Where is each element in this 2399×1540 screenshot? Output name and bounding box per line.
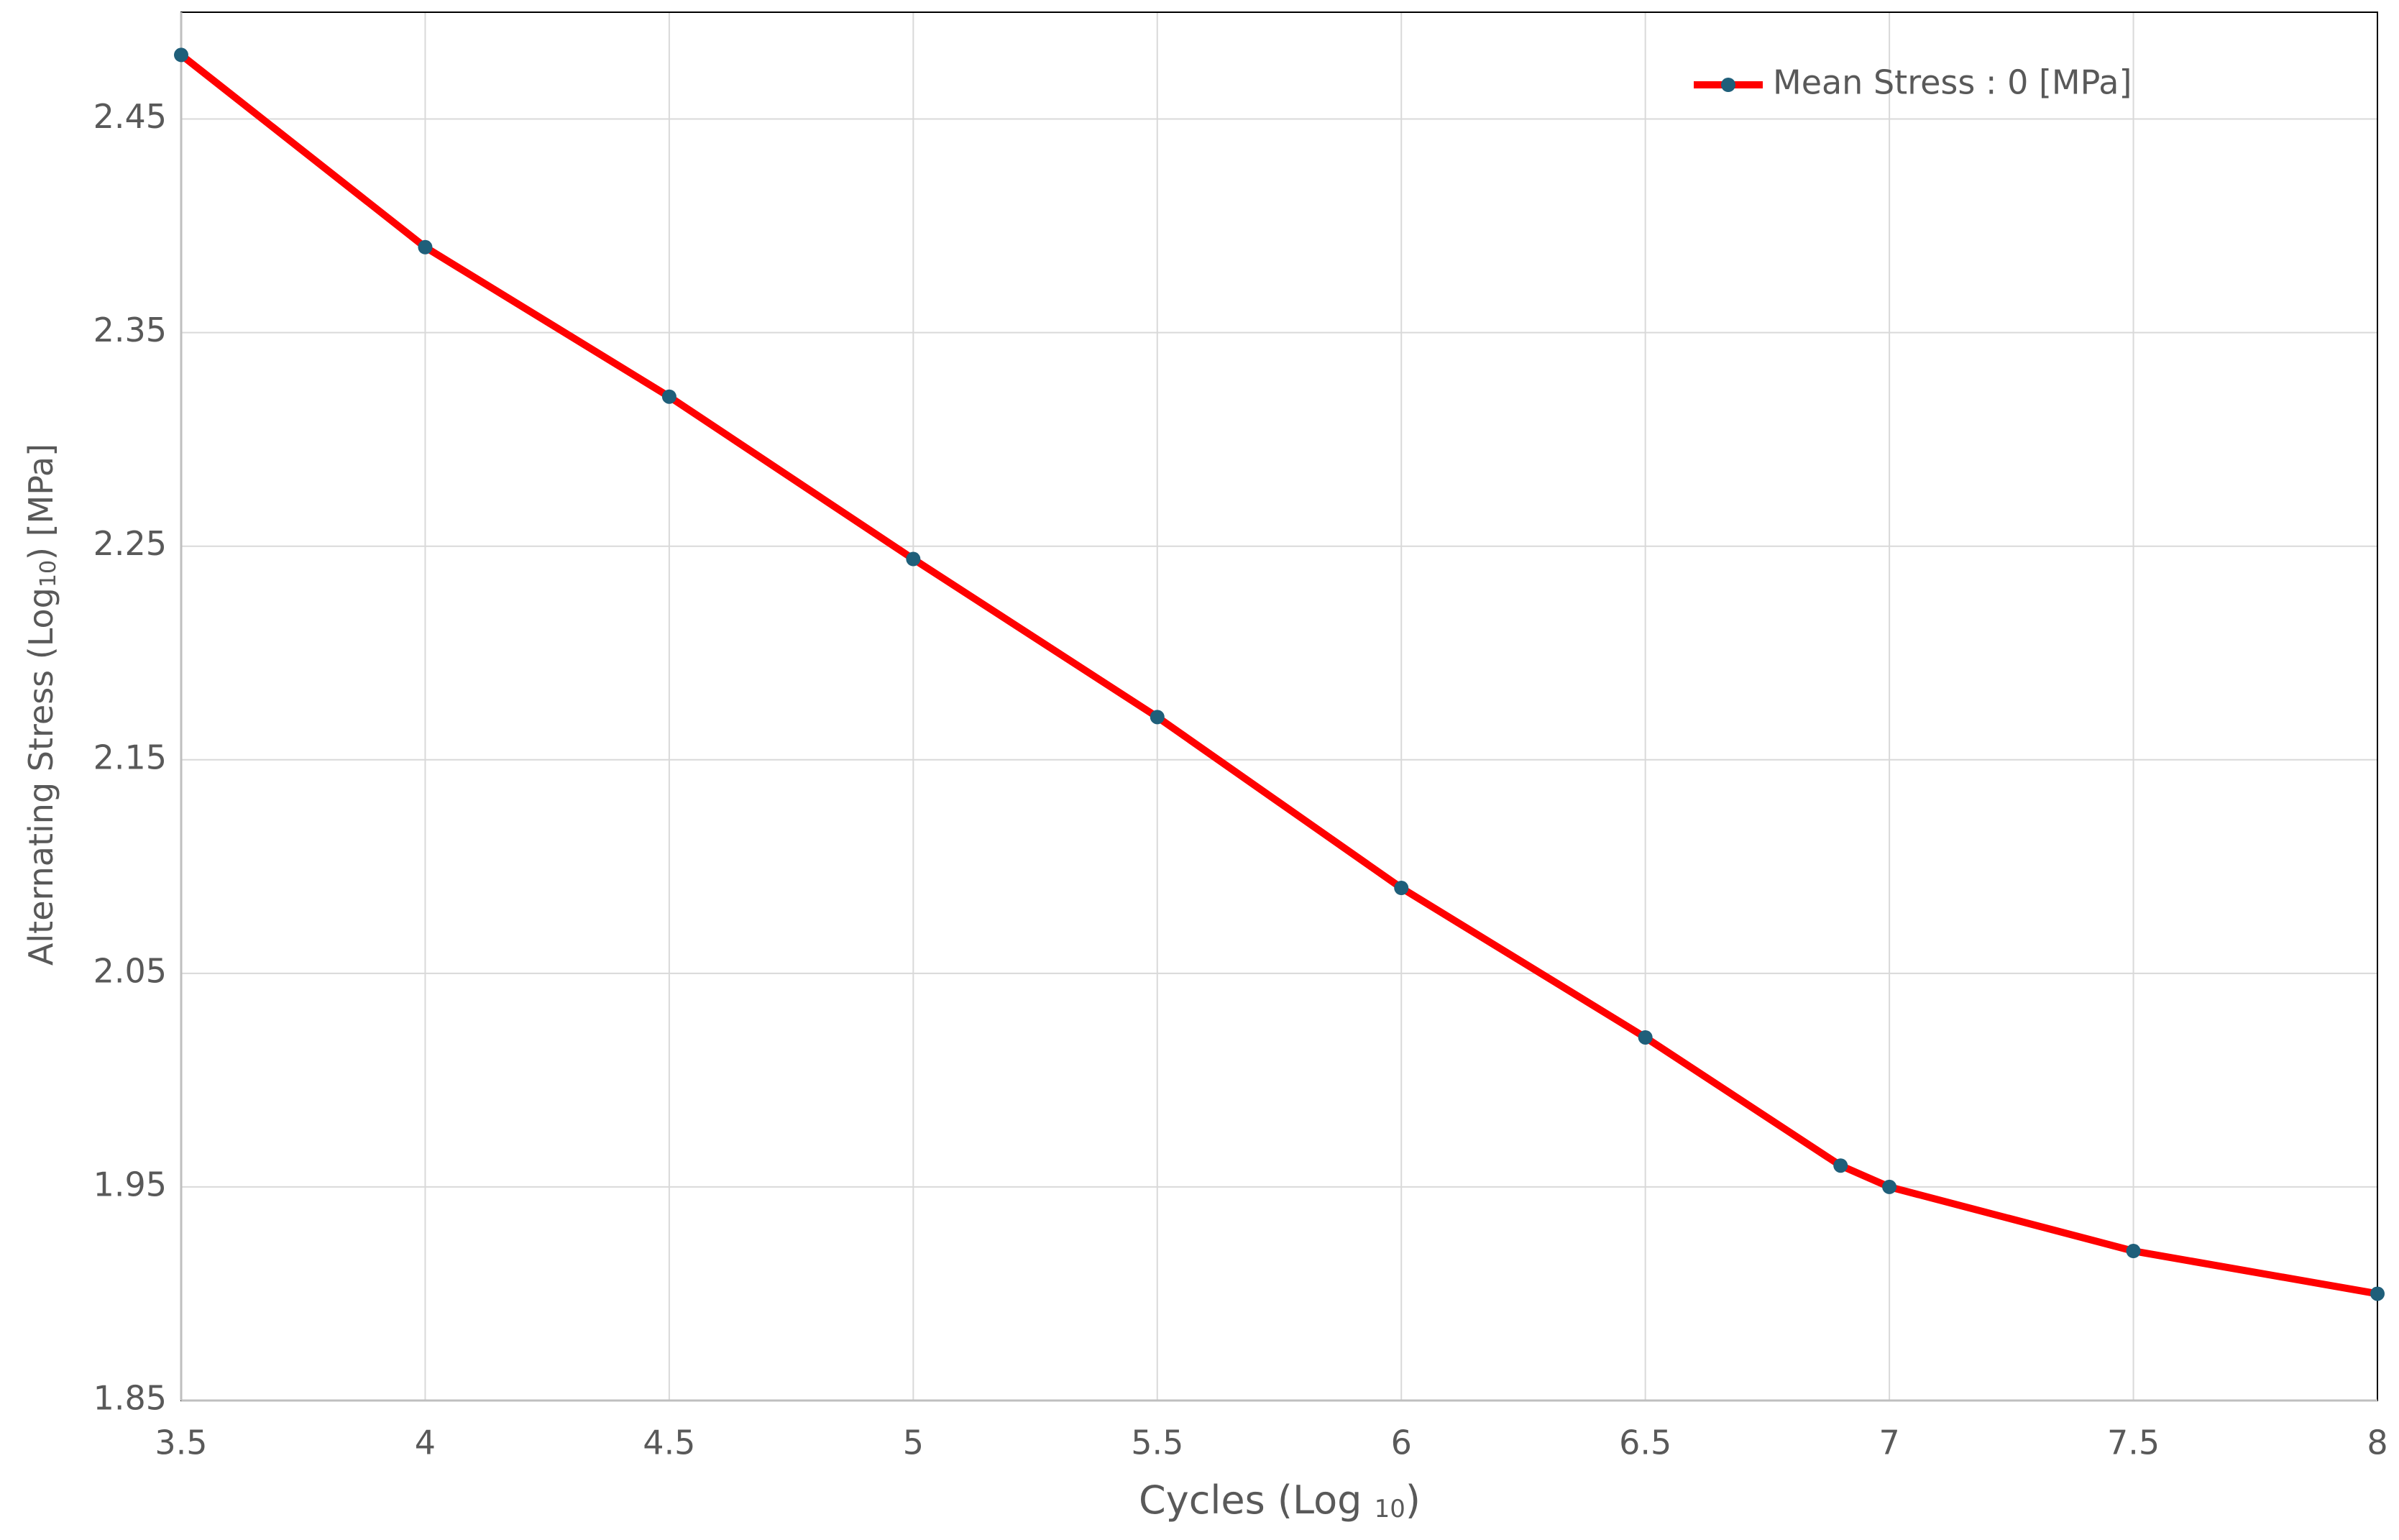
legend-label: Mean Stress : 0 [MPa]: [1773, 63, 2132, 102]
data-point: [1638, 1030, 1653, 1045]
x-tick-label: 8: [2367, 1424, 2387, 1462]
x-tick-label: 7: [1879, 1424, 1899, 1462]
data-point: [1882, 1179, 1897, 1194]
data-point: [906, 551, 921, 567]
legend-marker: [1721, 78, 1735, 92]
y-label-text: Alternating Stress (Log: [22, 587, 60, 966]
y-tick-label: 2.05: [93, 951, 167, 990]
data-point: [1833, 1158, 1848, 1173]
data-point: [1150, 710, 1165, 725]
x-tick-label: 6: [1391, 1424, 1412, 1462]
data-point: [1394, 881, 1409, 896]
y-tick-label: 1.85: [93, 1379, 167, 1418]
y-axis-label: Alternating Stress (Log10) [MPa]: [22, 444, 61, 966]
x-label-subscript: 10: [1375, 1495, 1405, 1523]
data-point: [2370, 1286, 2385, 1301]
data-point: [174, 47, 188, 63]
x-tick-label: 3.5: [155, 1424, 207, 1462]
y-tick-label: 2.45: [93, 97, 167, 136]
y-tick-label: 1.95: [93, 1165, 167, 1204]
y-tick-label: 2.35: [93, 311, 167, 349]
y-tick-label: 2.15: [93, 738, 167, 776]
data-line: [178, 52, 2378, 1298]
x-tick-label: 5: [903, 1424, 924, 1462]
plot-frame: [180, 12, 2378, 1401]
x-label-text: ): [1405, 1477, 1421, 1523]
x-tick-label: 4: [415, 1424, 436, 1462]
y-label-subscript: 10: [36, 560, 61, 587]
x-tick-label: 6.5: [1619, 1424, 1671, 1462]
x-tick-label: 5.5: [1131, 1424, 1183, 1462]
y-label-text: ) [MPa]: [22, 444, 60, 560]
x-tick-label: 7.5: [2107, 1424, 2160, 1462]
data-point: [418, 239, 433, 255]
data-point: [2126, 1244, 2141, 1259]
y-tick-label: 2.25: [93, 524, 167, 563]
data-point: [661, 389, 676, 404]
x-label-text: Cycles (Log: [1139, 1477, 1375, 1523]
x-axis-label: Cycles (Log 10): [1139, 1477, 1421, 1523]
x-tick-label: 4.5: [643, 1424, 695, 1462]
